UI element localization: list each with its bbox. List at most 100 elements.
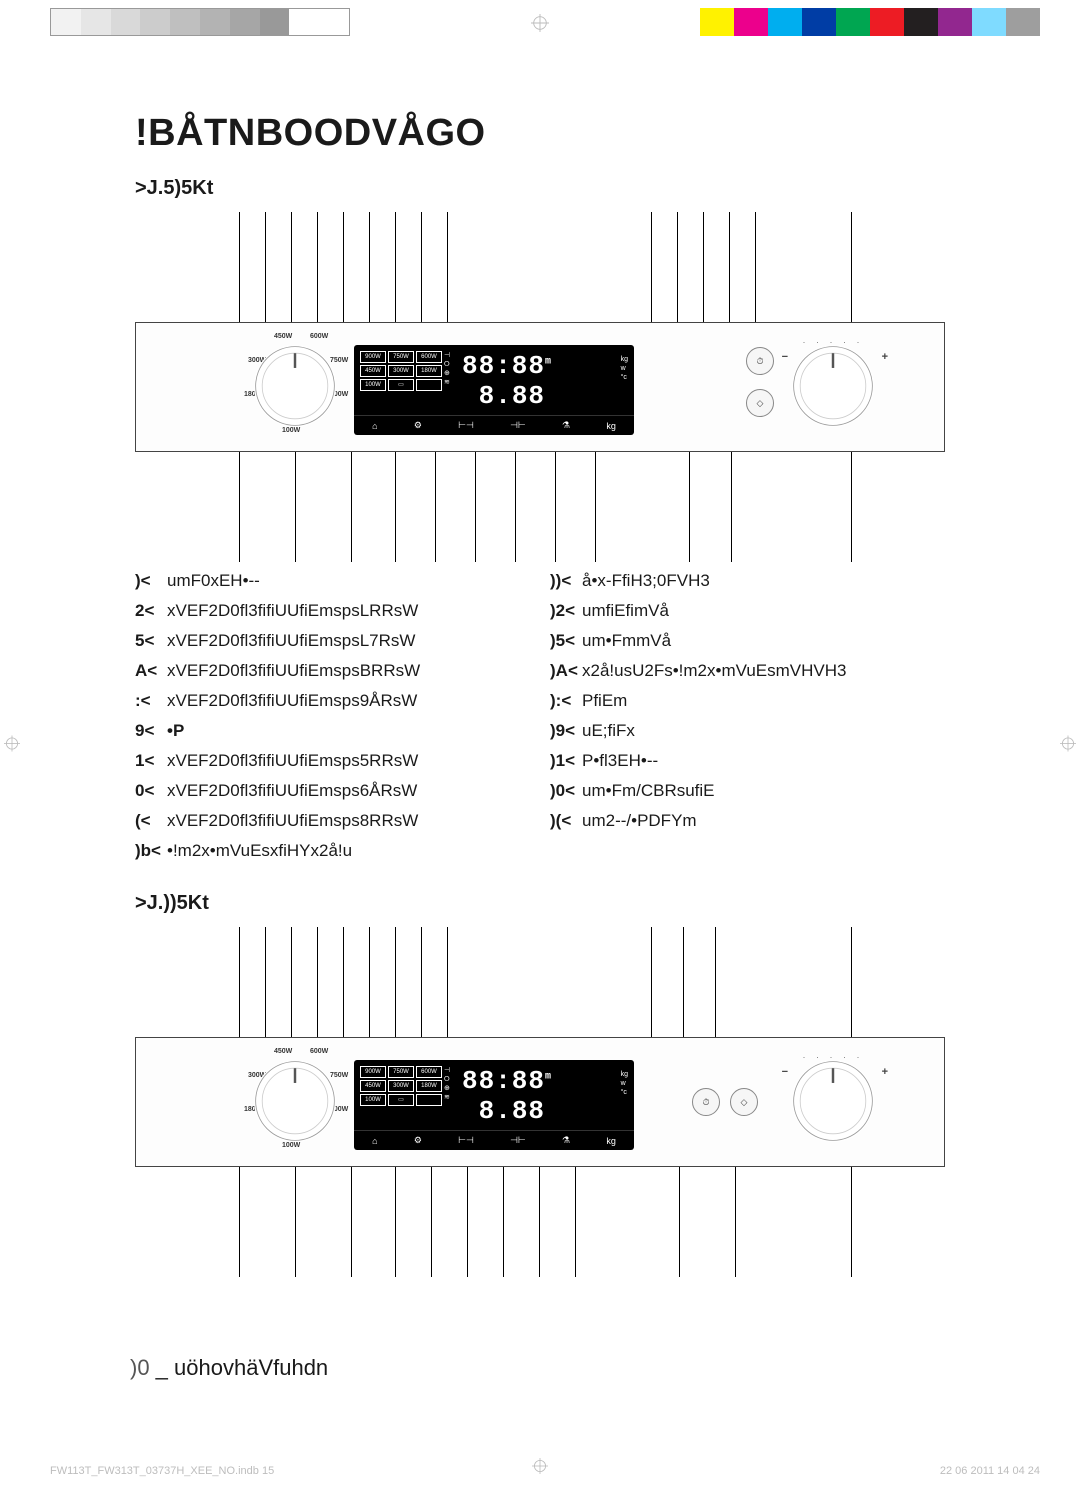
legend-item: )5<um•FmmVå	[550, 626, 945, 656]
legend-item: (<xVEF2D0fl3fifiUUfiEmsps8RRsW	[135, 806, 530, 836]
plus-label: +	[882, 1066, 888, 1078]
power-knob[interactable]	[254, 345, 336, 427]
legend-number: )0<	[550, 776, 582, 806]
legend-text: xVEF2D0fl3fifiUUfiEmsps5RRsW	[167, 746, 418, 776]
legend-number: 2<	[135, 596, 167, 626]
mode-icon: ▭	[388, 379, 414, 391]
legend-number: :<	[135, 686, 167, 716]
timer-knob[interactable]	[792, 1060, 874, 1142]
legend-number: )9<	[550, 716, 582, 746]
page-number: )0	[130, 1355, 150, 1380]
legend-number: )b<	[135, 836, 167, 866]
lcd-display: 900W750W600W 450W300W180W 100W▭ ⊣⭘⊕≋ 88:…	[354, 1060, 634, 1150]
model1-label: >J.5)5Kt	[135, 177, 945, 200]
legend-number: ))<	[550, 566, 582, 596]
control-panel-model1: 450W 600W 300W 750W 180W 900W 100W 900W7…	[135, 322, 945, 452]
page-footer: )0 _ uöhovhäVfuhdn	[130, 1355, 328, 1381]
legend-item: ):<PfiEm	[550, 686, 945, 716]
legend-number: 9<	[135, 716, 167, 746]
plus30s-button[interactable]: ⏱	[692, 1088, 720, 1116]
stop-icon: ◇	[757, 398, 764, 409]
legend-number: A<	[135, 656, 167, 686]
legend-number: )(<	[550, 806, 582, 836]
time-digits: 88:88m 8.88	[462, 1066, 634, 1126]
page-title: !BÅTNBOODVÅGO	[135, 112, 945, 155]
legend-item: :<xVEF2D0fl3fifiUUfiEmsps9ÅRsW	[135, 686, 530, 716]
legend-text: PfiEm	[582, 686, 627, 716]
figure-model2: 450W 600W 300W 750W 180W 900W 100W 900W7…	[135, 927, 945, 1277]
legend-list: )<umF0xEH•--2<xVEF2D0fl3fifiUUfiEmspsLRR…	[135, 566, 945, 866]
registration-mark-icon	[531, 14, 549, 37]
legend-item: )A<x2å!usU2Fs•!m2x•mVuEsmVHVH3	[550, 656, 945, 686]
legend-item: ))<å•x-FfiH3;0FVH3	[550, 566, 945, 596]
unit-labels: kgw°c	[621, 355, 628, 382]
registration-mark-icon	[4, 735, 20, 756]
color-swatches	[700, 8, 1040, 36]
legend-text: •!m2x•mVuEsxfiHYx2å!u	[167, 836, 352, 866]
legend-text: xVEF2D0fl3fifiUUfiEmsps8RRsW	[167, 806, 418, 836]
minus-label: −	[782, 351, 788, 363]
legend-item: )0<um•Fm/CBRsufiE	[550, 776, 945, 806]
legend-text: •P	[167, 716, 184, 746]
legend-item: )9<uE;fiFx	[550, 716, 945, 746]
legend-text: uE;fiFx	[582, 716, 635, 746]
display-bottom-row: ⌂⚙ ⊢⊣⊣⊢ ⚗kg	[354, 415, 634, 435]
print-timestamp: 22 06 2011 14 04 24	[940, 1465, 1040, 1477]
legend-text: xVEF2D0fl3fifiUUfiEmsps9ÅRsW	[167, 686, 417, 716]
callout-lines-bottom	[135, 1167, 945, 1277]
legend-text: x2å!usU2Fs•!m2x•mVuEsmVHVH3	[582, 656, 846, 686]
plus30s-button[interactable]: ⏱	[746, 347, 774, 375]
legend-item: 5<xVEF2D0fl3fifiUUfiEmspsL7RsW	[135, 626, 530, 656]
legend-text: um•FmmVå	[582, 626, 671, 656]
callout-lines-top	[135, 927, 945, 1037]
timer-knob[interactable]	[792, 345, 874, 427]
legend-number: )<	[135, 566, 167, 596]
registration-mark-icon	[532, 1458, 548, 1479]
legend-text: xVEF2D0fl3fifiUUfiEmspsL7RsW	[167, 626, 415, 656]
legend-number: 1<	[135, 746, 167, 776]
legend-text: umF0xEH•--	[167, 566, 260, 596]
source-file-label: FW113T_FW313T_03737H_XEE_NO.indb 15	[50, 1465, 274, 1477]
legend-number: )1<	[550, 746, 582, 776]
power-knob[interactable]	[254, 1060, 336, 1142]
legend-item: )2<umfiEfimVå	[550, 596, 945, 626]
legend-item: 9<•P	[135, 716, 530, 746]
legend-number: )2<	[550, 596, 582, 626]
legend-item: 1<xVEF2D0fl3fifiUUfiEmsps5RRsW	[135, 746, 530, 776]
timer-icon: ⏱	[756, 356, 763, 367]
gray-step-wedge	[50, 8, 350, 36]
legend-text: xVEF2D0fl3fifiUUfiEmsps6ÅRsW	[167, 776, 417, 806]
legend-number: 0<	[135, 776, 167, 806]
legend-number: (<	[135, 806, 167, 836]
figure-model1: 450W 600W 300W 750W 180W 900W 100W 900W7…	[135, 212, 945, 562]
legend-text: um•Fm/CBRsufiE	[582, 776, 715, 806]
minus-label: −	[782, 1066, 788, 1078]
legend-number: )A<	[550, 656, 582, 686]
legend-number: 5<	[135, 626, 167, 656]
legend-item: )b<•!m2x•mVuEsxfiHYx2å!u	[135, 836, 530, 866]
legend-item: )<umF0xEH•--	[135, 566, 530, 596]
legend-number: )5<	[550, 626, 582, 656]
button-stack: ⏱ ◇	[746, 347, 774, 417]
lcd-display: 900W750W600W 450W300W180W 100W▭ ⊣⭘⊕≋ 88:…	[354, 345, 634, 435]
legend-item: 0<xVEF2D0fl3fifiUUfiEmsps6ÅRsW	[135, 776, 530, 806]
legend-item: )(<um2--/•PDFYm	[550, 806, 945, 836]
legend-text: P•fl3EH•--	[582, 746, 658, 776]
legend-text: xVEF2D0fl3fifiUUfiEmspsBRRsW	[167, 656, 420, 686]
legend-text: å•x-FfiH3;0FVH3	[582, 566, 710, 596]
power-level-grid: 900W750W600W 450W300W180W 100W▭	[360, 351, 442, 391]
legend-text: xVEF2D0fl3fifiUUfiEmspsLRRsW	[167, 596, 418, 626]
time-digits: 88:88m 8.88	[462, 351, 634, 411]
legend-text: umfiEfimVå	[582, 596, 669, 626]
callout-lines-bottom	[135, 452, 945, 562]
legend-item: 2<xVEF2D0fl3fifiUUfiEmspsLRRsW	[135, 596, 530, 626]
registration-mark-icon	[1060, 735, 1076, 756]
power-level-grid: 900W750W600W 450W300W180W 100W▭	[360, 1066, 442, 1106]
stop-clear-button[interactable]: ◇	[746, 389, 774, 417]
callout-lines-top	[135, 212, 945, 322]
stop-clear-button[interactable]: ◇	[730, 1088, 758, 1116]
legend-item: A<xVEF2D0fl3fifiUUfiEmspsBRRsW	[135, 656, 530, 686]
mode-icons: ⊣⭘⊕≋	[444, 351, 450, 387]
legend-text: um2--/•PDFYm	[582, 806, 697, 836]
legend-item: )1<P•fl3EH•--	[550, 746, 945, 776]
